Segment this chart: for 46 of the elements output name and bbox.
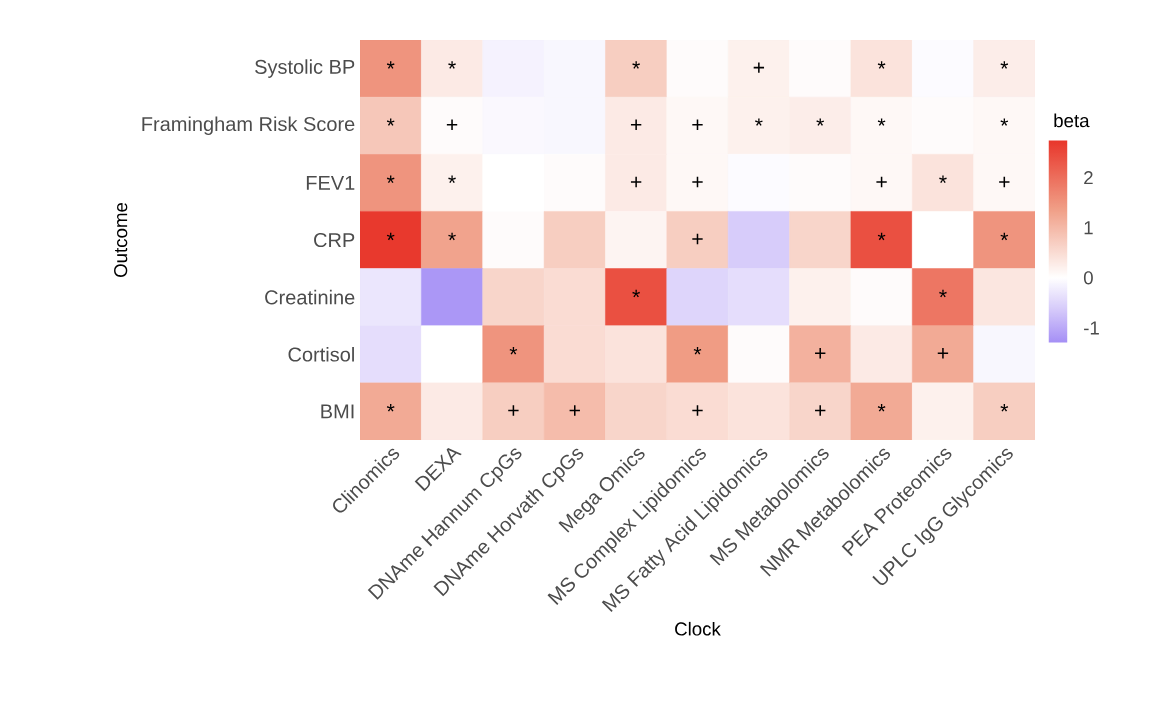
color-bar-label: 2	[1084, 171, 1093, 185]
data-label: *	[632, 289, 640, 298]
data-label: +	[692, 176, 703, 188]
data-label: +	[876, 176, 887, 188]
data-label: +	[692, 405, 703, 416]
data-label: *	[877, 61, 886, 69]
data-label: +	[815, 348, 826, 359]
y-tick-label: Creatinine	[265, 289, 355, 305]
x-axis-title: Clock	[675, 621, 721, 636]
data-label: *	[448, 232, 456, 241]
y-tick-label: BMI	[321, 404, 354, 419]
data-label: *	[1000, 404, 1009, 412]
data-label: *	[939, 289, 947, 298]
color-bar-label: -1	[1084, 321, 1099, 335]
data-label: *	[939, 175, 947, 184]
data-label: +	[815, 405, 826, 416]
y-axis-title: Outcome	[114, 202, 128, 277]
data-label: *	[816, 118, 825, 126]
data-label: +	[630, 176, 642, 188]
data-label: +	[692, 119, 703, 130]
data-label: *	[877, 232, 886, 241]
data-label: +	[999, 176, 1010, 188]
color-bar-title: beta	[1054, 113, 1090, 128]
data-label: *	[693, 346, 702, 355]
data-label: *	[632, 61, 640, 69]
data-label: *	[448, 61, 456, 69]
data-label: *	[877, 118, 886, 126]
color-bar-label: 1	[1084, 221, 1093, 235]
data-label: +	[753, 62, 765, 73]
data-label: +	[692, 233, 703, 245]
y-tick-label: CRP	[314, 232, 355, 248]
data-label: +	[630, 119, 642, 130]
data-label: *	[1000, 61, 1009, 69]
y-tick-label: Cortisol	[288, 346, 354, 362]
data-label: +	[937, 348, 949, 359]
data-label: *	[509, 346, 518, 355]
data-label: +	[446, 119, 458, 130]
data-label: *	[1000, 118, 1009, 126]
data-label: *	[386, 232, 395, 241]
color-bar-label: 0	[1083, 271, 1093, 285]
y-tick-label: Framingham Risk Score	[142, 116, 355, 136]
y-tick-label: Systolic BP	[255, 59, 355, 78]
y-tick-label: FEV1	[306, 175, 355, 190]
data-label: *	[755, 118, 763, 126]
data-label: *	[448, 175, 456, 184]
data-label: *	[1000, 232, 1009, 241]
